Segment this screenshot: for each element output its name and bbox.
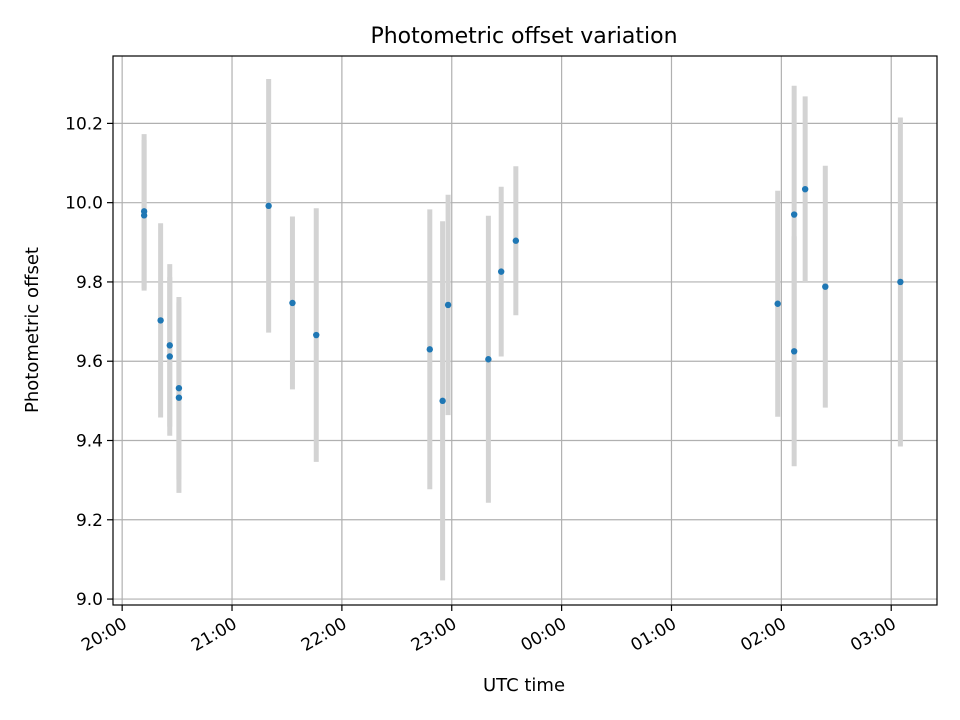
data-point xyxy=(897,278,904,286)
x-tick-label: 01:00 xyxy=(628,614,680,656)
y-tick-label: 9.6 xyxy=(76,352,103,372)
x-tick-label: 00:00 xyxy=(518,614,570,656)
x-tick-label: 23:00 xyxy=(408,614,460,656)
x-tick-label: 02:00 xyxy=(737,614,789,656)
data-point xyxy=(289,299,296,307)
data-point xyxy=(512,237,520,244)
data-point xyxy=(444,301,452,309)
grid-layer xyxy=(113,56,937,605)
errorbar-layer xyxy=(141,78,903,581)
y-tick-label: 9.4 xyxy=(76,431,103,451)
data-point xyxy=(426,346,433,353)
data-point xyxy=(485,356,492,363)
y-axis-label: Photometric offset xyxy=(22,247,43,413)
y-tick-label: 10.2 xyxy=(65,114,103,134)
data-point xyxy=(175,384,183,392)
data-point xyxy=(265,202,272,210)
data-point xyxy=(439,397,446,405)
x-tick-label: 22:00 xyxy=(298,614,350,656)
y-tick-label: 9.8 xyxy=(76,273,103,293)
data-point xyxy=(166,342,173,349)
data-point xyxy=(822,283,829,290)
data-point xyxy=(497,268,505,275)
y-tick-label: 9.2 xyxy=(76,511,103,531)
chart-title: Photometric offset variation xyxy=(370,24,677,49)
point-layer xyxy=(140,185,904,405)
y-tick-label: 10.0 xyxy=(65,194,103,214)
data-point xyxy=(790,348,798,355)
x-axis-label: UTC time xyxy=(483,675,565,696)
data-point xyxy=(790,211,798,218)
data-point xyxy=(140,212,148,219)
y-tick-label: 9.0 xyxy=(76,590,103,610)
data-point xyxy=(801,185,809,193)
x-tick-label: 21:00 xyxy=(188,614,240,656)
plot-frame xyxy=(112,55,938,606)
data-point xyxy=(166,353,173,360)
data-point xyxy=(313,331,320,339)
x-tick-label: 20:00 xyxy=(78,614,130,656)
tick-layer: 20:00 21:00 22:00 23:00 00:00 01:00 02:00 03:00… xyxy=(65,114,900,655)
data-point xyxy=(175,394,183,401)
data-point xyxy=(774,300,781,307)
data-point xyxy=(157,317,164,324)
x-tick-label: 03:00 xyxy=(847,614,899,656)
